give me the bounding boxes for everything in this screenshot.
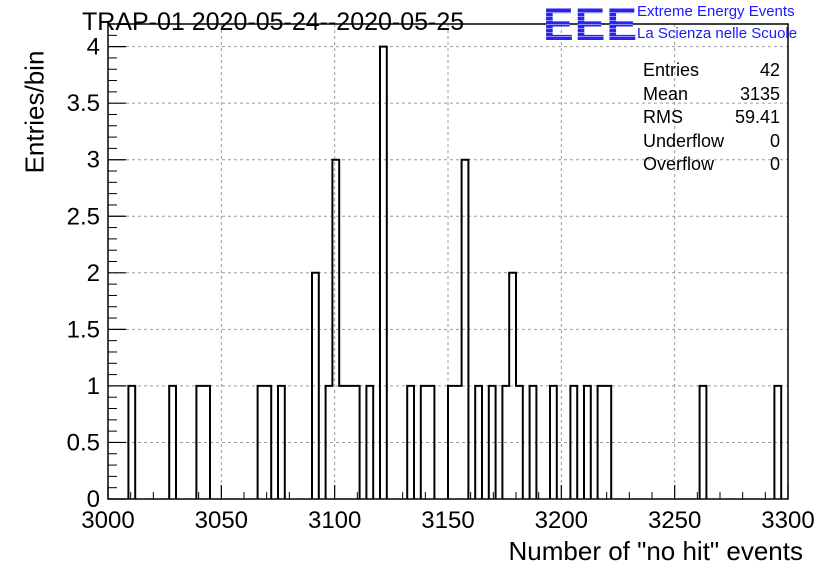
y-tick-label: 0 bbox=[87, 486, 100, 513]
axis-tick-labels: 3000 3050 3100 3150 3200 3250 3300 0 0.5 1 1.5 2 2.5… bbox=[67, 34, 815, 534]
x-tick-label: 3300 bbox=[761, 507, 814, 534]
stats-value: 59.41 bbox=[734, 107, 780, 127]
histogram-bins bbox=[127, 45, 783, 499]
x-tick-label: 3200 bbox=[535, 507, 588, 534]
stats-label: Entries bbox=[643, 60, 700, 80]
x-tick-label: 3050 bbox=[195, 507, 248, 534]
eee-logo: EEE bbox=[543, 0, 639, 50]
stats-label: Mean bbox=[643, 83, 689, 104]
stats-row-underflow: Underflow 0 bbox=[643, 130, 780, 154]
grid-lines bbox=[108, 24, 788, 499]
stats-label: Underflow bbox=[643, 130, 725, 151]
stats-value: 3135 bbox=[739, 83, 780, 104]
x-axis-label: Number of "no hit" events bbox=[508, 536, 804, 566]
stats-value: 0 bbox=[769, 154, 780, 174]
stats-row-overflow: Overflow 0 bbox=[643, 153, 780, 177]
y-tick-label: 4 bbox=[87, 34, 100, 61]
stats-box: Entries 42 Mean 3135 RMS 59.41 Underflow… bbox=[643, 59, 780, 177]
y-tick-label: 2 bbox=[87, 260, 100, 287]
logo-line-1: Extreme Energy Events bbox=[637, 3, 795, 20]
y-tick-label: 2.5 bbox=[67, 203, 100, 230]
y-tick-label: 1.5 bbox=[67, 316, 100, 343]
stats-label: Overflow bbox=[643, 154, 715, 174]
logo-line-2: La Scienza nelle Scuole bbox=[637, 25, 798, 42]
y-tick-label: 3.5 bbox=[67, 90, 100, 117]
y-tick-label: 0.5 bbox=[67, 429, 100, 456]
stats-label: RMS bbox=[643, 107, 683, 127]
y-tick-label: 1 bbox=[87, 373, 100, 400]
stats-row-mean: Mean 3135 bbox=[643, 83, 780, 107]
chart-title: TRAP-01 2020-05-24--2020-05-25 bbox=[82, 8, 465, 36]
stats-row-rms: RMS 59.41 bbox=[643, 106, 780, 130]
y-axis-label: Entries/bin bbox=[19, 50, 50, 174]
axis-ticks bbox=[107, 34, 789, 500]
stats-value: 0 bbox=[769, 130, 780, 151]
x-tick-label: 3150 bbox=[421, 507, 474, 534]
x-tick-label: 3250 bbox=[648, 507, 701, 534]
y-tick-label: 3 bbox=[87, 147, 100, 174]
histogram-outline bbox=[127, 45, 783, 499]
stats-row-entries: Entries 42 bbox=[643, 59, 780, 83]
x-tick-label: 3000 bbox=[81, 507, 134, 534]
x-tick-label: 3100 bbox=[308, 507, 361, 534]
stats-value: 42 bbox=[759, 60, 780, 80]
